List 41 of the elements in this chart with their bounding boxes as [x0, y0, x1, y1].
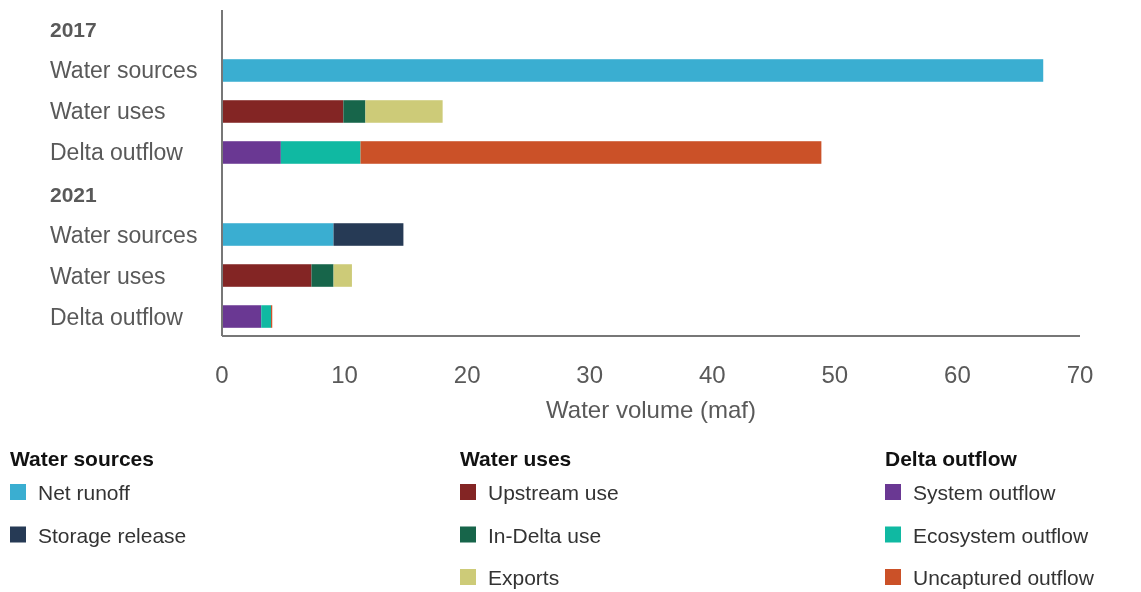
- legend-label: System outflow: [913, 481, 1057, 504]
- bar: [261, 305, 272, 328]
- y-tick-label: Delta outflow: [50, 139, 184, 166]
- text: Delta outflow: [885, 447, 1018, 470]
- bar: [280, 141, 361, 164]
- x-tick-label: 0: [215, 361, 229, 388]
- x-tick-label: 60: [944, 361, 971, 388]
- bar: [360, 141, 822, 164]
- bar: [222, 141, 281, 164]
- y-tick-label: Water uses: [50, 262, 166, 289]
- y-tick-label: Water sources: [50, 57, 198, 84]
- bar: [343, 100, 366, 123]
- bar: [222, 100, 344, 123]
- legend-label: Storage release: [38, 523, 187, 547]
- legend-label: Upstream use: [488, 481, 619, 504]
- bar: [333, 223, 404, 246]
- x-tick-label: 70: [1066, 361, 1094, 388]
- bar: [333, 264, 352, 287]
- x-tick-label: 10: [331, 361, 358, 388]
- legend-label: Net runoff: [38, 481, 130, 504]
- legend-label: Uncaptured outflow: [913, 566, 1095, 589]
- x-tick-label: 30: [576, 361, 604, 388]
- y-tick-label: 2021: [50, 182, 98, 206]
- text: Water uses: [460, 447, 572, 470]
- legend-label: In-Delta use: [488, 523, 602, 547]
- x-tick-label: 40: [698, 361, 726, 388]
- y-tick-label: Delta outflow: [50, 303, 184, 330]
- bar: [222, 223, 334, 246]
- bar: [222, 264, 312, 287]
- legend-label: Ecosystem outflow: [913, 523, 1089, 547]
- x-tick-label: 20: [453, 361, 481, 388]
- bar: [222, 305, 262, 328]
- bar: [365, 100, 443, 123]
- legend-label: Exports: [488, 566, 560, 589]
- x-tick-label: 50: [821, 361, 849, 388]
- y-tick-label: 2017: [50, 18, 97, 42]
- x-axis-title: Water volume (maf): [546, 396, 756, 423]
- y-tick-label: Water uses: [50, 98, 166, 125]
- y-tick-label: Water sources: [50, 221, 198, 248]
- bar: [311, 264, 334, 287]
- bar: [222, 59, 1044, 82]
